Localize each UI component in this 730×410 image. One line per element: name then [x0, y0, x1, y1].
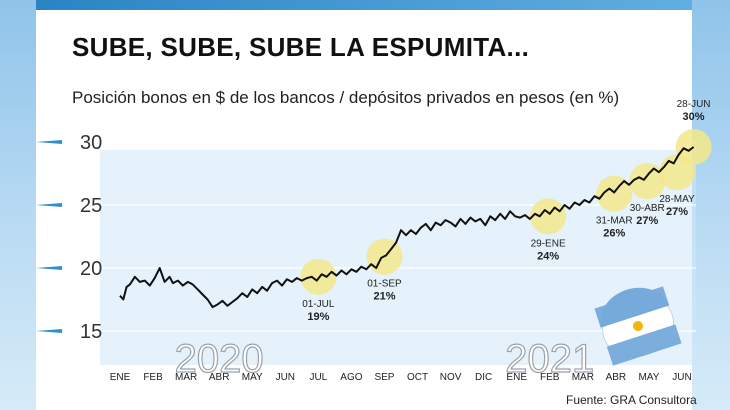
y-tick-label-20: 20: [80, 258, 102, 280]
annotation-value-4: 27%: [636, 215, 658, 227]
annotation-value-6: 30%: [683, 111, 705, 123]
x-tick-label-7: AGO: [340, 372, 362, 383]
y-tick-marker-30: [36, 140, 62, 144]
y-tick-label-30: 30: [80, 132, 102, 154]
annotation-date-5: 28-MAY: [659, 194, 695, 205]
x-tick-label-5: JUN: [276, 372, 295, 383]
y-tick-label-15: 15: [80, 321, 102, 343]
annotation-value-2: 24%: [537, 250, 559, 262]
x-tick-label-6: JUL: [309, 372, 327, 383]
x-tick-label-14: MAR: [572, 372, 594, 383]
argentina-flag-icon: [594, 286, 682, 366]
annotation-value-5: 27%: [666, 206, 688, 218]
series-line-path: [119, 146, 695, 309]
y-tick-marker-15: [36, 329, 62, 333]
x-tick-label-12: ENE: [506, 372, 527, 383]
x-tick-label-8: SEP: [374, 372, 394, 383]
x-axis-ticks: ENE FEB MAR ABR MAY JUN JUL AGO SEP OCT NOV DIC ENE F…: [110, 372, 692, 383]
x-tick-label-3: ABR: [209, 372, 230, 383]
y-axis-ticks: 15 20 25 30: [36, 132, 102, 343]
annotation-value-0: 19%: [307, 311, 329, 323]
flag-sun: [633, 321, 643, 331]
x-tick-label-17: JUN: [672, 372, 691, 383]
x-tick-label-15: ABR: [606, 372, 627, 383]
x-tick-label-13: FEB: [540, 372, 560, 383]
x-tick-label-1: FEB: [143, 372, 163, 383]
top-accent-band: [36, 0, 692, 10]
x-tick-label-2: MAR: [175, 372, 197, 383]
annotation-date-0: 01-JUL: [302, 299, 335, 310]
x-tick-label-10: NOV: [440, 372, 462, 383]
page-title: SUBE, SUBE, SUBE LA ESPUMITA...: [72, 32, 530, 62]
source-note: Fuente: GRA Consultora: [566, 393, 697, 407]
annotation-date-3: 31-MAR: [596, 216, 633, 227]
year-label-2021: 2021: [505, 337, 594, 381]
highlight-circle-0: [300, 258, 337, 295]
chart-subtitle: Posición bonos en $ de los bancos / depó…: [72, 88, 620, 107]
x-tick-label-9: OCT: [407, 372, 428, 383]
x-tick-label-11: DIC: [475, 372, 492, 383]
annotation-value-3: 26%: [603, 228, 625, 240]
flag-top-band: [594, 286, 670, 328]
annotation-date-2: 29-ENE: [531, 238, 566, 249]
x-tick-label-4: MAY: [242, 372, 263, 383]
y-tick-marker-25: [36, 203, 62, 207]
y-tick-label-25: 25: [80, 195, 102, 217]
annotation-value-1: 21%: [373, 291, 395, 303]
annotation-date-1: 01-SEP: [367, 279, 402, 290]
series-line: [119, 146, 695, 309]
x-tick-label-0: ENE: [110, 372, 131, 383]
annotation-date-6: 28-JUN: [677, 99, 711, 110]
flag-bottom-band: [606, 324, 682, 366]
year-label-2020: 2020: [175, 337, 264, 381]
highlight-circle-2: [530, 198, 567, 235]
year-labels: 2020 2021: [174, 336, 595, 381]
x-tick-label-16: MAY: [638, 372, 659, 383]
annotation-date-4: 30-ABR: [630, 203, 665, 214]
highlight-circle-3: [596, 175, 633, 212]
highlight-circle-4: [629, 163, 666, 200]
y-tick-marker-20: [36, 266, 62, 270]
flag-group: [594, 286, 682, 366]
